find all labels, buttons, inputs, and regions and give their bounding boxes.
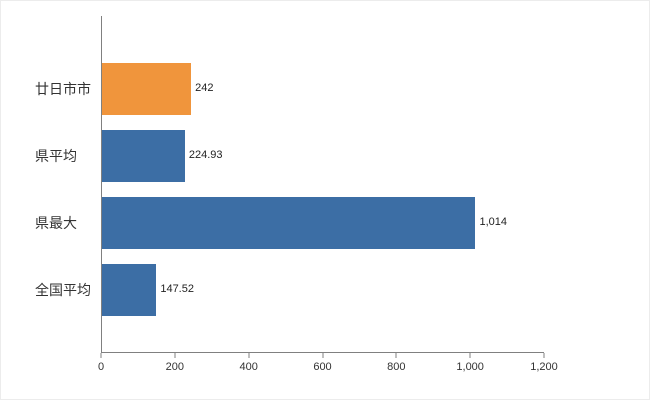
x-tick-label: 400 — [239, 361, 258, 373]
x-tick-label: 600 — [313, 361, 332, 373]
bar — [102, 62, 192, 115]
bar — [102, 129, 185, 182]
bar-row: 全国平均 147.52 — [35, 256, 544, 323]
x-tick-label: 800 — [387, 361, 406, 373]
category-label: 県平均 — [35, 147, 77, 164]
value-label: 242 — [195, 82, 214, 94]
x-axis: 0 200 400 600 800 1,000 1,200 — [97, 353, 558, 385]
category-label: 県最大 — [35, 214, 77, 231]
bar-row: 県平均 224.93 — [35, 122, 544, 189]
category-label: 全国平均 — [35, 281, 91, 298]
x-tick-mark — [395, 353, 397, 358]
bar-row: 県最大 1,014 — [35, 189, 544, 256]
bar — [102, 263, 157, 316]
bar-track: 224.93 — [102, 129, 544, 182]
bar — [102, 196, 476, 249]
category-label: 廿日市市 — [35, 80, 91, 97]
x-tick-mark — [322, 353, 323, 358]
value-label: 147.52 — [160, 283, 194, 295]
bar-row: 廿日市市 242 — [35, 55, 544, 122]
x-tick-label: 200 — [165, 361, 185, 373]
value-label: 224.93 — [188, 149, 223, 161]
value-label: 1,014 — [479, 216, 508, 228]
bar-track: 147.52 — [102, 263, 544, 316]
x-tick-mark — [248, 353, 250, 358]
bar-track: 242 — [102, 62, 544, 115]
x-tick-label: 1,200 — [530, 361, 558, 373]
x-tick-mark — [174, 353, 176, 358]
plot-area: 廿日市市 242 県平均 224.93 県最大 1,014 全国平均 147.52 — [35, 16, 544, 353]
plot-rows: 廿日市市 242 県平均 224.93 県最大 1,014 全国平均 147.52 — [35, 16, 544, 323]
x-tick-mark — [469, 353, 471, 358]
x-tick-label: 0 — [97, 361, 105, 373]
x-tick-mark — [543, 353, 545, 358]
x-tick-label: 1,000 — [456, 361, 484, 373]
x-tick-mark — [100, 353, 102, 358]
bar-track: 1,014 — [102, 196, 544, 249]
